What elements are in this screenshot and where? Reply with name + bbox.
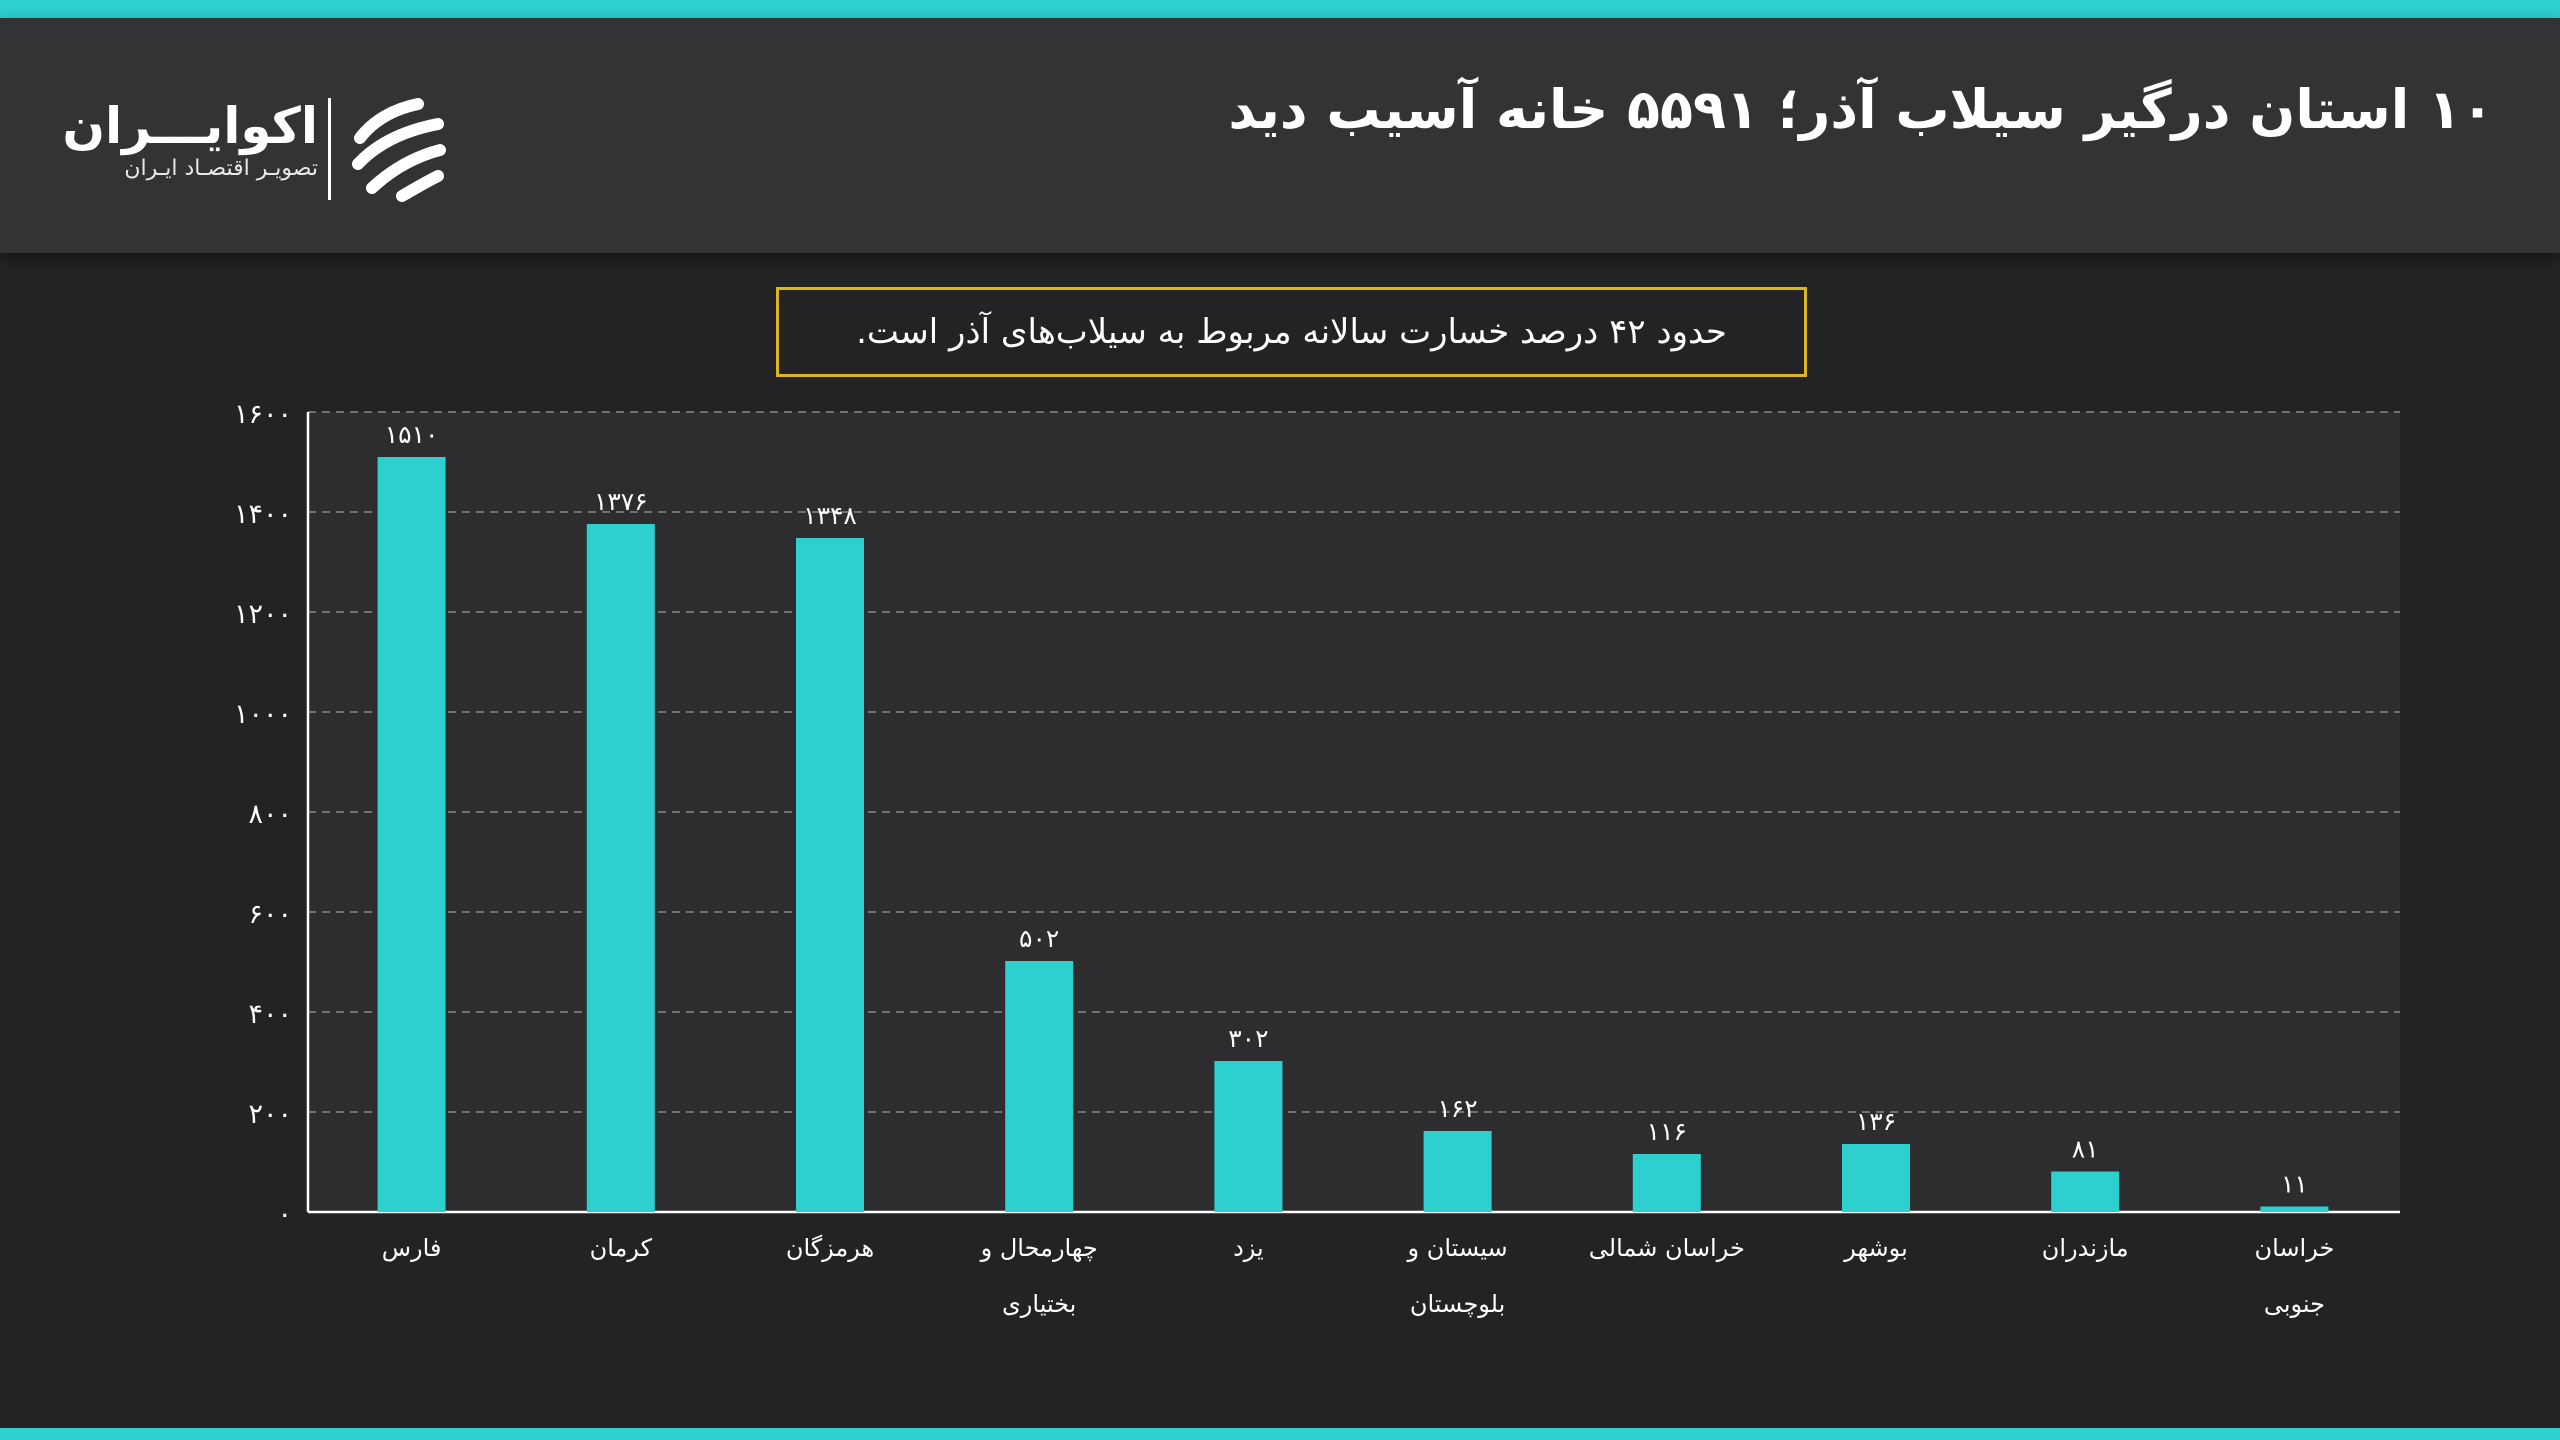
logo-text: اکوایـــران تصویـر اقتصـاد ایـران xyxy=(62,97,318,184)
category-label: خراسان شمالی xyxy=(1589,1234,1745,1262)
header: ۱۰ استان درگیر سیلاب آذر؛ ۵۵۹۱ خانه آسیب… xyxy=(0,18,2560,253)
y-tick-label: ۱۲۰۰ xyxy=(234,599,292,630)
page-title: ۱۰ استان درگیر سیلاب آذر؛ ۵۵۹۱ خانه آسیب… xyxy=(1228,78,2494,141)
bar-value-label: ۱۱۶ xyxy=(1647,1117,1687,1146)
bar xyxy=(1214,1061,1283,1212)
y-tick-label: ۱۴۰۰ xyxy=(234,499,292,530)
category-label: جنوبی xyxy=(2264,1290,2325,1318)
category-label: هرمزگان xyxy=(786,1234,874,1262)
category-label: سیستان و xyxy=(1407,1234,1508,1262)
y-tick-label: ۴۰۰ xyxy=(248,999,292,1030)
bar xyxy=(2051,1171,2120,1212)
y-tick-label: ۲۰۰ xyxy=(248,1099,292,1130)
note-text: حدود ۴۲ درصد خسارت سالانه مربوط به سیلاب… xyxy=(856,312,1727,352)
bar xyxy=(1423,1131,1492,1212)
bar-value-label: ۱۶۲ xyxy=(1437,1094,1477,1123)
bar xyxy=(377,457,446,1212)
bar xyxy=(1632,1154,1701,1212)
bar xyxy=(2260,1206,2329,1212)
y-tick-label: ۰ xyxy=(277,1199,292,1230)
logo-name: اکوایـــران xyxy=(62,97,318,155)
bar xyxy=(1842,1144,1910,1212)
logo-divider xyxy=(328,98,331,200)
logo-tagline: تصویـر اقتصـاد ایـران xyxy=(124,156,318,181)
bar-value-label: ۱۳۷۶ xyxy=(594,487,648,516)
bar-value-label: ۳۰۲ xyxy=(1228,1024,1268,1053)
bar xyxy=(586,524,655,1212)
bottom-accent-stripe xyxy=(0,1428,2560,1440)
category-label: یزد xyxy=(1233,1234,1264,1262)
note-box: حدود ۴۲ درصد خسارت سالانه مربوط به سیلاب… xyxy=(776,287,1807,377)
bar-value-label: ۵۰۲ xyxy=(1019,924,1059,953)
category-label: فارس xyxy=(382,1234,442,1262)
bar-value-label: ۱۳۴۸ xyxy=(803,501,857,530)
y-tick-label: ۸۰۰ xyxy=(248,799,292,830)
bar-value-label: ۱۳۶ xyxy=(1856,1107,1896,1136)
category-label: مازندران xyxy=(2042,1234,2129,1262)
category-label: بلوچستان xyxy=(1410,1290,1505,1318)
category-label: خراسان xyxy=(2255,1234,2335,1262)
bar-value-label: ۱۱ xyxy=(2281,1170,2308,1199)
y-tick-label: ۶۰۰ xyxy=(248,899,292,930)
category-label: چهارمحال و xyxy=(980,1234,1098,1262)
bar xyxy=(1005,961,1074,1212)
bar xyxy=(796,538,864,1212)
bar-value-label: ۸۱ xyxy=(2072,1135,2099,1164)
logo-mark-icon xyxy=(352,98,446,202)
brand-logo: اکوایـــران تصویـر اقتصـاد ایـران xyxy=(62,80,470,210)
bar-value-label: ۱۵۱۰ xyxy=(385,420,439,449)
category-label: کرمان xyxy=(590,1234,653,1262)
y-tick-label: ۱۶۰۰ xyxy=(234,399,292,430)
y-tick-label: ۱۰۰۰ xyxy=(234,699,292,730)
category-label: بوشهر xyxy=(1843,1234,1908,1262)
top-accent-stripe xyxy=(0,0,2560,18)
category-label: بختیاری xyxy=(1002,1290,1076,1318)
